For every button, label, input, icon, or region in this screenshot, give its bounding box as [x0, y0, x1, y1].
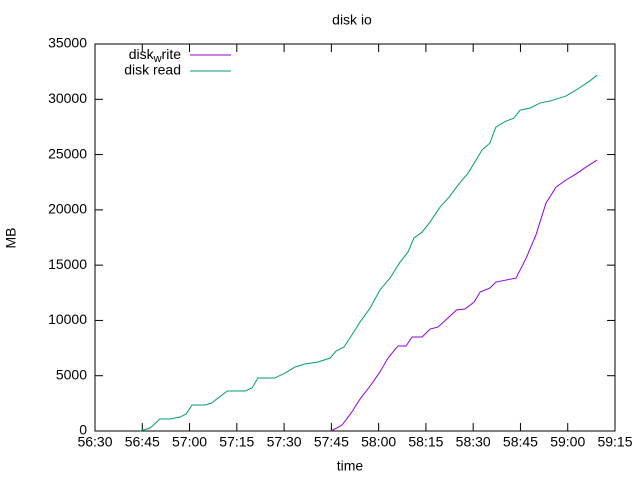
x-tick-label: 56:45: [125, 434, 160, 450]
y-tick-label: 20000: [48, 201, 87, 217]
legend-label: disk read: [124, 62, 181, 78]
x-tick-label: 56:30: [77, 434, 112, 450]
y-tick-label: 10000: [48, 311, 87, 327]
plot-border: [94, 43, 616, 432]
x-tick-label: 57:15: [219, 434, 254, 450]
y-tick-label: 0: [79, 422, 87, 438]
x-tick-label: 59:00: [550, 434, 585, 450]
data-line: [330, 159, 598, 432]
y-tick-label: 5000: [56, 366, 87, 382]
x-tick-label: 58:45: [503, 434, 538, 450]
x-tick-label: 58:00: [361, 434, 396, 450]
y-axis-label: MB: [3, 228, 19, 249]
y-tick-label: 15000: [48, 256, 87, 272]
x-tick-label: 57:45: [314, 434, 349, 450]
chart-title: disk io: [332, 12, 372, 28]
x-axis-label: time: [337, 458, 364, 474]
data-line: [139, 74, 598, 432]
y-tick-label: 25000: [48, 145, 87, 161]
x-tick-label: 58:30: [456, 434, 491, 450]
x-tick-label: 57:00: [172, 434, 207, 450]
x-tick-label: 59:15: [597, 434, 632, 450]
legend-label: diskwrite: [129, 46, 182, 65]
x-tick-label: 57:30: [267, 434, 302, 450]
x-tick-label: 58:15: [408, 434, 443, 450]
y-tick-label: 35000: [48, 35, 87, 51]
y-tick-label: 30000: [48, 90, 87, 106]
